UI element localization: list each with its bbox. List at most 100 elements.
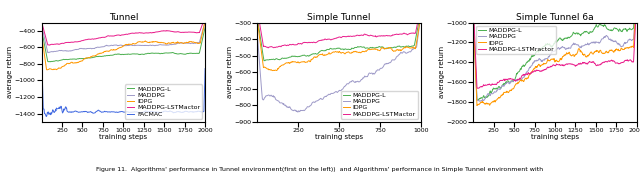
Y-axis label: average return: average return <box>227 46 233 98</box>
IDPG <box>534 64 542 66</box>
Y-axis label: average return: average return <box>7 46 13 98</box>
Legend: MADDPG-L, MADDPG, IDPG, MADDPG-LSTMractor: MADDPG-L, MADDPG, IDPG, MADDPG-LSTMracto… <box>476 26 556 54</box>
IDPG <box>253 20 261 22</box>
MADDPG <box>403 52 410 54</box>
MADDPG <box>253 35 261 37</box>
IDPG <box>354 51 362 53</box>
MADDPG-L <box>403 45 410 47</box>
MADDPG <box>470 11 477 14</box>
MADDPG <box>573 44 580 46</box>
FACMAC <box>103 111 111 113</box>
X-axis label: training steps: training steps <box>531 135 579 140</box>
FACMAC <box>58 107 65 109</box>
MADDPG-L <box>58 59 65 61</box>
Line: IDPG: IDPG <box>257 15 421 71</box>
FACMAC <box>156 112 164 114</box>
Line: IDPG: IDPG <box>42 21 205 70</box>
MADDPG-LSTMactor <box>201 15 209 18</box>
MADDPG <box>294 111 301 113</box>
IDPG <box>473 105 481 107</box>
MADDPG-LSTMractor <box>633 0 640 2</box>
MADDPG-LSTMactor <box>103 35 111 37</box>
FACMAC <box>43 115 51 117</box>
MADDPG-L <box>470 11 477 13</box>
Line: MADDPG: MADDPG <box>474 0 637 101</box>
IDPG <box>43 69 51 71</box>
MADDPG-LSTMactor <box>254 12 262 14</box>
MADDPG-LSTMactor <box>351 35 358 37</box>
FACMAC <box>141 110 148 112</box>
MADDPG-L <box>534 51 542 53</box>
MADDPG-L <box>573 32 580 34</box>
MADDPG-L <box>473 99 481 101</box>
IDPG <box>38 34 45 36</box>
MADDPG-LSTMactor <box>58 42 65 44</box>
Title: Simple Tunnel: Simple Tunnel <box>307 13 371 22</box>
Text: Figure 11.  Algorithms' performance in Tunnel environment(first on the left))  a: Figure 11. Algorithms' performance in Tu… <box>97 167 543 172</box>
MADDPG-LSTMactor <box>403 33 410 35</box>
MADDPG-LSTMactor <box>38 21 45 23</box>
IDPG <box>201 20 209 22</box>
IDPG <box>157 41 164 43</box>
MADDPG-L <box>351 46 359 48</box>
IDPG <box>470 15 477 17</box>
Line: MADDPG-L: MADDPG-L <box>474 0 637 100</box>
MADDPG-L <box>523 61 531 63</box>
MADDPG-LSTMactor <box>351 35 359 37</box>
MADDPG-LSTMactor <box>141 32 148 34</box>
MADDPG-L <box>47 61 54 63</box>
MADDPG-LSTMactor <box>157 30 164 32</box>
MADDPG <box>523 71 531 73</box>
MADDPG <box>58 49 65 52</box>
Line: MADDPG: MADDPG <box>257 15 421 112</box>
IDPG <box>254 24 262 26</box>
IDPG <box>92 54 99 57</box>
Line: FACMAC: FACMAC <box>42 52 205 116</box>
Legend: MADDPG-L, MADDPG, IDPG, MADDPG-LSTMactor: MADDPG-L, MADDPG, IDPG, MADDPG-LSTMactor <box>341 91 418 119</box>
IDPG <box>351 50 359 53</box>
MADDPG <box>156 44 164 46</box>
Title: Tunnel: Tunnel <box>109 13 138 22</box>
Line: MADDPG-LSTMactor: MADDPG-LSTMactor <box>257 6 421 48</box>
Line: MADDPG-L: MADDPG-L <box>257 11 421 61</box>
MADDPG-LSTMractor <box>490 84 497 86</box>
Line: MADDPG-L: MADDPG-L <box>42 27 205 62</box>
FACMAC <box>201 68 209 70</box>
MADDPG <box>490 92 497 94</box>
FACMAC <box>92 112 99 114</box>
IDPG <box>417 14 425 16</box>
Legend: MADDPG-L, MADDPG, IDPG, MADDPG-LSTMactor, FACMAC: MADDPG-L, MADDPG, IDPG, MADDPG-LSTMactor… <box>125 84 202 119</box>
FACMAC <box>157 112 164 114</box>
MADDPG-LSTMractor <box>588 61 596 63</box>
MADDPG-L <box>351 46 358 49</box>
MADDPG <box>44 52 52 54</box>
MADDPG-LSTMractor <box>573 65 580 67</box>
IDPG <box>156 42 164 44</box>
MADDPG <box>354 80 362 82</box>
MADDPG-LSTMactor <box>264 47 272 49</box>
MADDPG <box>351 81 358 83</box>
Line: MADDPG: MADDPG <box>42 22 205 53</box>
MADDPG <box>589 41 596 43</box>
MADDPG-LSTMactor <box>392 33 399 35</box>
IDPG <box>490 100 497 102</box>
MADDPG-L <box>354 46 362 48</box>
MADDPG-L <box>588 31 596 33</box>
MADDPG-LSTMractor <box>474 87 482 89</box>
MADDPG <box>92 47 99 49</box>
MADDPG-LSTMractor <box>470 5 477 7</box>
MADDPG-LSTMractor <box>523 73 531 76</box>
MADDPG <box>588 41 596 43</box>
MADDPG-LSTMactor <box>156 30 164 33</box>
MADDPG-L <box>260 60 268 62</box>
MADDPG <box>141 44 148 46</box>
MADDPG <box>476 100 484 102</box>
Line: MADDPG-LSTMactor: MADDPG-LSTMactor <box>42 17 205 45</box>
Line: MADDPG-LSTMractor: MADDPG-LSTMractor <box>474 1 637 88</box>
IDPG <box>269 70 276 72</box>
MADDPG-LSTMactor <box>46 44 54 46</box>
IDPG <box>588 51 596 53</box>
IDPG <box>573 53 580 55</box>
X-axis label: training steps: training steps <box>99 135 147 140</box>
MADDPG-L <box>92 56 99 58</box>
